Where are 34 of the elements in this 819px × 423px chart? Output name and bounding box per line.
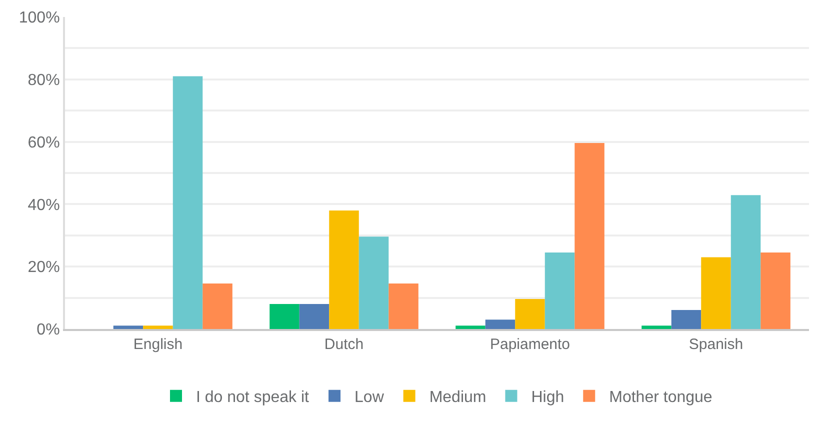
bar xyxy=(202,283,232,329)
bar xyxy=(701,257,731,329)
bar xyxy=(515,299,545,329)
bar xyxy=(358,236,389,329)
bar xyxy=(642,326,672,329)
bar xyxy=(760,252,790,329)
y-tick-label: 40% xyxy=(28,196,60,214)
legend-label: Low xyxy=(354,389,384,406)
legend-label: I do not speak it xyxy=(196,389,310,406)
y-tick-label: 0% xyxy=(36,322,60,339)
bar xyxy=(113,326,144,329)
bar xyxy=(671,310,702,329)
y-tick-label: 20% xyxy=(28,259,60,276)
x-tick-label: Papiamento xyxy=(490,336,570,353)
y-tick-label: 100% xyxy=(18,10,60,27)
x-tick-label: Spanish xyxy=(688,336,744,353)
bar xyxy=(388,283,418,329)
bar xyxy=(730,195,761,329)
bar xyxy=(143,326,173,329)
x-tick-label: English xyxy=(133,336,183,353)
bar xyxy=(485,320,516,329)
bar xyxy=(172,76,203,329)
legend-label: Mother tongue xyxy=(609,389,712,406)
bar xyxy=(299,304,330,329)
legend-label: Medium xyxy=(429,389,486,406)
bar xyxy=(456,326,486,329)
x-tick-label: Dutch xyxy=(324,336,364,353)
bar xyxy=(329,210,359,329)
y-tick-label: 60% xyxy=(28,134,60,152)
legend-label: High xyxy=(531,389,564,406)
y-tick-label: 80% xyxy=(28,72,60,89)
bar xyxy=(544,252,575,329)
bar xyxy=(270,304,300,329)
bar xyxy=(574,143,604,329)
